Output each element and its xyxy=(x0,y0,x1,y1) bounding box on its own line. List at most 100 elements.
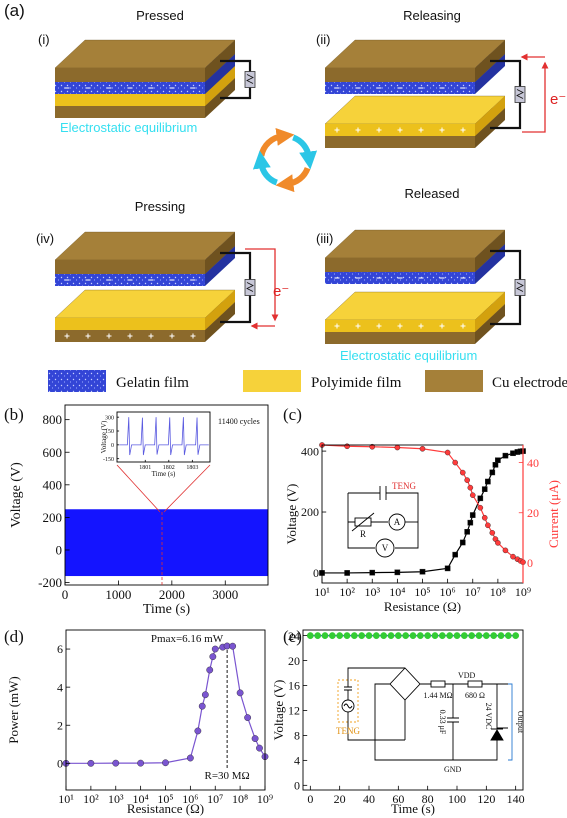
load-resistor xyxy=(244,71,256,88)
load-resistor xyxy=(514,86,526,103)
marker xyxy=(424,632,432,640)
marker xyxy=(468,632,476,640)
marker xyxy=(444,449,451,456)
cycle-arrow xyxy=(275,166,311,193)
layer-side xyxy=(205,54,235,94)
panel-label: (b) xyxy=(4,405,24,424)
x-tick-label: 1802 xyxy=(163,465,175,471)
marker xyxy=(502,452,509,459)
charge-sign xyxy=(460,127,466,133)
panel-label: (d) xyxy=(4,627,24,646)
marker xyxy=(394,444,401,451)
x-axis-label: Resistance (Ω) xyxy=(127,801,204,816)
marker xyxy=(112,759,120,767)
y-axis-label: Power (mW) xyxy=(6,676,21,744)
circuit-label: TENG xyxy=(392,481,416,491)
layer-front xyxy=(55,94,205,106)
plot-background xyxy=(117,412,210,462)
layer-top xyxy=(54,39,236,69)
marker xyxy=(459,469,466,476)
y-tick-label: 4 xyxy=(57,680,63,694)
marker xyxy=(477,504,484,511)
y-tick-label: 24 xyxy=(288,629,300,643)
resistor xyxy=(430,680,446,688)
marker xyxy=(194,727,202,735)
panel-label: (a) xyxy=(4,1,25,20)
layer-top xyxy=(54,289,236,319)
marker xyxy=(365,632,373,640)
marker xyxy=(495,540,501,546)
marker xyxy=(512,632,520,640)
marker xyxy=(343,632,351,640)
marker xyxy=(380,632,388,640)
x-tick-label: 1803 xyxy=(186,465,198,471)
marker xyxy=(402,632,410,640)
layer-top xyxy=(324,95,506,125)
x-tick-label: 10² xyxy=(339,585,355,599)
marker xyxy=(467,484,474,491)
annotation: R=30 MΩ xyxy=(204,770,249,782)
y-tick-label: 8 xyxy=(294,729,300,743)
x-tick-label: 10⁸ xyxy=(490,585,506,599)
resistor-symbol xyxy=(516,89,524,99)
layer-side xyxy=(475,244,505,284)
marker xyxy=(469,492,476,498)
charge-sign xyxy=(418,323,424,329)
layer-side xyxy=(205,290,235,330)
panel-labels: (b) (c) (d) (e) xyxy=(4,405,302,646)
y-tick-label: 200 xyxy=(301,505,319,519)
charge-sign xyxy=(355,323,361,329)
x-tick-label: 10⁴ xyxy=(389,585,405,599)
x-tick-label: 10⁶ xyxy=(182,792,198,806)
plot-frame xyxy=(302,629,524,791)
plot-background xyxy=(303,630,523,790)
y-tick-label: -200 xyxy=(38,575,62,590)
plot-frame xyxy=(65,629,266,791)
y-tick-label: 0 xyxy=(57,757,63,771)
y2-tick-label: 40 xyxy=(527,456,539,470)
marker xyxy=(394,632,402,640)
panel-title: Releasing xyxy=(403,8,461,23)
y2-axis-label: Current (μA) xyxy=(546,480,561,548)
y-tick-label: 2 xyxy=(57,718,63,732)
circuit-label: A xyxy=(394,517,401,527)
marker xyxy=(481,514,488,521)
charge-sign xyxy=(127,333,133,339)
wire xyxy=(344,667,405,741)
marker xyxy=(504,632,512,640)
voltmeter xyxy=(375,538,395,558)
marker xyxy=(369,569,376,576)
charge-sign xyxy=(355,127,361,133)
marker xyxy=(387,632,395,640)
marker xyxy=(464,529,470,535)
x-tick-label: 10⁵ xyxy=(414,585,430,599)
y-tick-label: 0 xyxy=(313,566,319,580)
annotation: 11400 cycles xyxy=(218,417,260,426)
y-tick-label: 0 xyxy=(294,779,300,793)
panel-numeral: (i) xyxy=(38,32,50,47)
marker xyxy=(251,735,259,742)
marker xyxy=(502,547,509,554)
zoom-line xyxy=(163,464,211,513)
layer-front xyxy=(325,68,475,82)
x-tick-label: 10³ xyxy=(108,792,124,806)
panel-title: Pressed xyxy=(136,8,184,23)
output-bracket xyxy=(508,683,513,761)
series-line xyxy=(119,417,209,456)
circuit-label: 24 VDC xyxy=(484,703,493,730)
marker xyxy=(510,553,516,560)
plot-frame xyxy=(64,404,269,586)
marker xyxy=(481,486,488,492)
circuit-label: 1.44 MΩ xyxy=(423,691,452,700)
y2-tick-label: 20 xyxy=(527,506,539,520)
y-axis-label: Voltage (V) xyxy=(9,462,24,528)
layer-front xyxy=(325,332,475,344)
marker xyxy=(244,714,252,722)
load-resistor xyxy=(514,279,526,296)
marker xyxy=(198,702,206,710)
marker xyxy=(372,632,380,640)
y-tick-label: 16 xyxy=(288,679,300,693)
marker xyxy=(460,632,468,640)
wire xyxy=(490,59,522,130)
resistor-symbol xyxy=(516,282,524,292)
